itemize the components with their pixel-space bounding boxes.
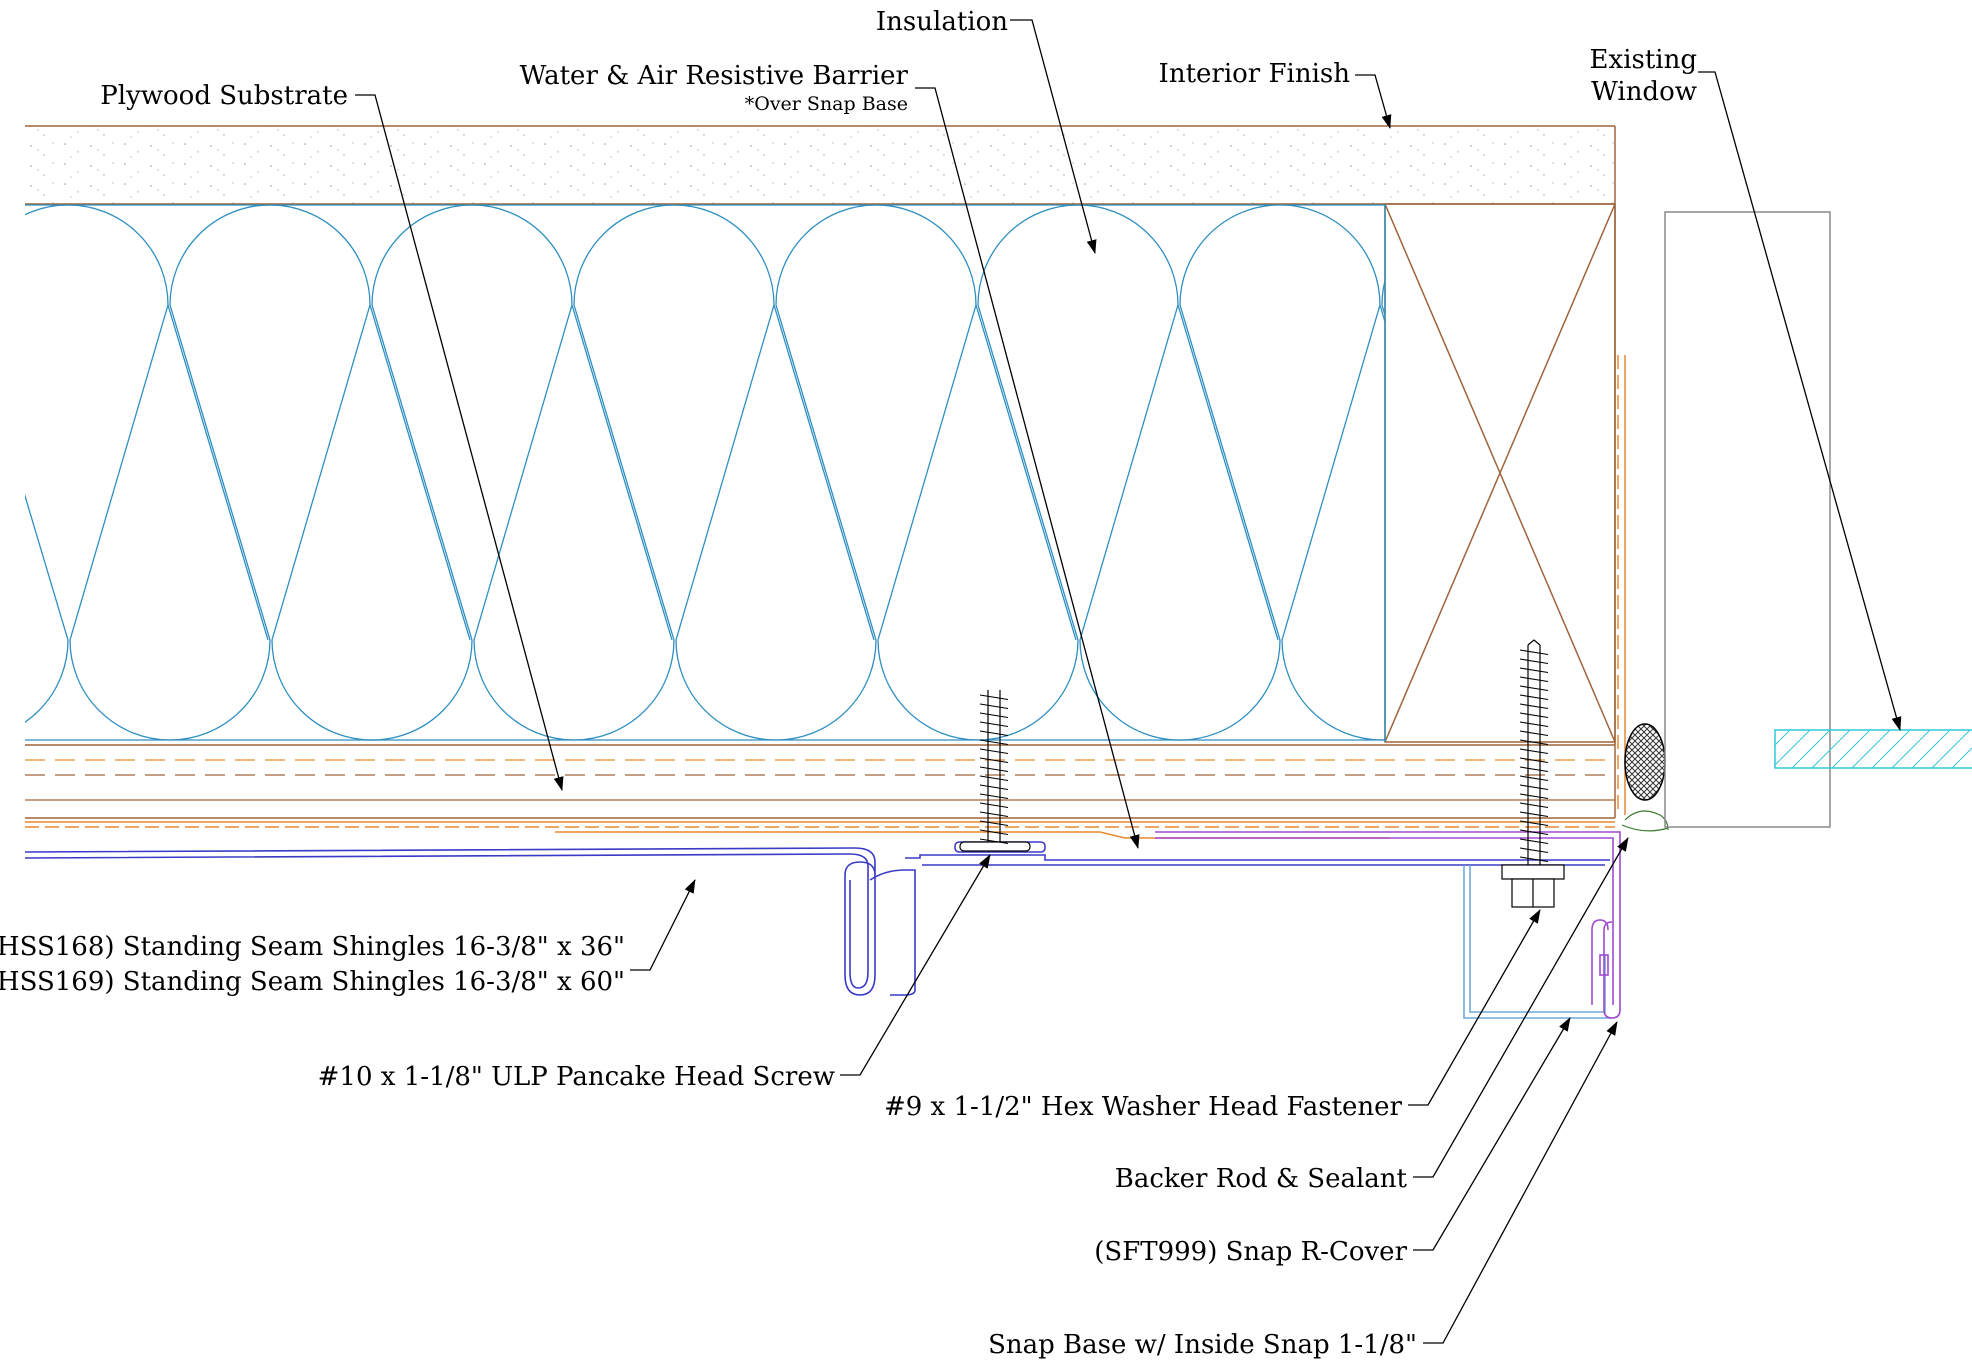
label-snap-base: Snap Base w/ Inside Snap 1-1/8" — [988, 1330, 1417, 1360]
snap-r-cover — [1155, 831, 1621, 1019]
fastener-threads — [1519, 649, 1549, 863]
label-interior-finish: Interior Finish — [1159, 59, 1351, 89]
label-existing-window-1: Existing — [1590, 45, 1697, 75]
label-backer-rod: Backer Rod & Sealant — [1115, 1164, 1408, 1194]
standing-seam-shingle — [24, 841, 1610, 996]
label-existing-window-2: Window — [1591, 77, 1697, 107]
pancake-head-screw — [959, 690, 1031, 852]
backer-rod — [1621, 723, 1669, 832]
label-insulation: Insulation — [876, 7, 1008, 37]
label-pancake-screw: #10 x 1-1/8" ULP Pancake Head Screw — [318, 1062, 835, 1092]
label-plywood-substrate: Plywood Substrate — [100, 81, 348, 111]
water-air-barrier — [25, 355, 1626, 839]
label-snap-cover: (SFT999) Snap R-Cover — [1094, 1237, 1407, 1267]
insulation-pattern — [25, 205, 1385, 741]
screw-threads — [979, 694, 1009, 845]
wood-stud — [1384, 203, 1616, 743]
label-shingles-60: (HSS169) Standing Seam Shingles 16-3/8" … — [0, 967, 625, 997]
interior-finish — [25, 125, 1616, 745]
plywood-substrate — [25, 744, 1616, 819]
label-wrb-note: *Over Snap Base — [745, 93, 908, 115]
insulation-batts — [25, 204, 1385, 741]
existing-window — [1664, 211, 1972, 828]
label-shingles-36: (HSS168) Standing Seam Shingles 16-3/8" … — [0, 932, 625, 962]
hex-washer-fastener — [1501, 639, 1565, 908]
leader-lines — [355, 19, 1902, 1344]
label-wrb: Water & Air Resistive Barrier — [520, 61, 909, 91]
label-hex-fastener: #9 x 1-1/2" Hex Washer Head Fastener — [884, 1092, 1403, 1122]
